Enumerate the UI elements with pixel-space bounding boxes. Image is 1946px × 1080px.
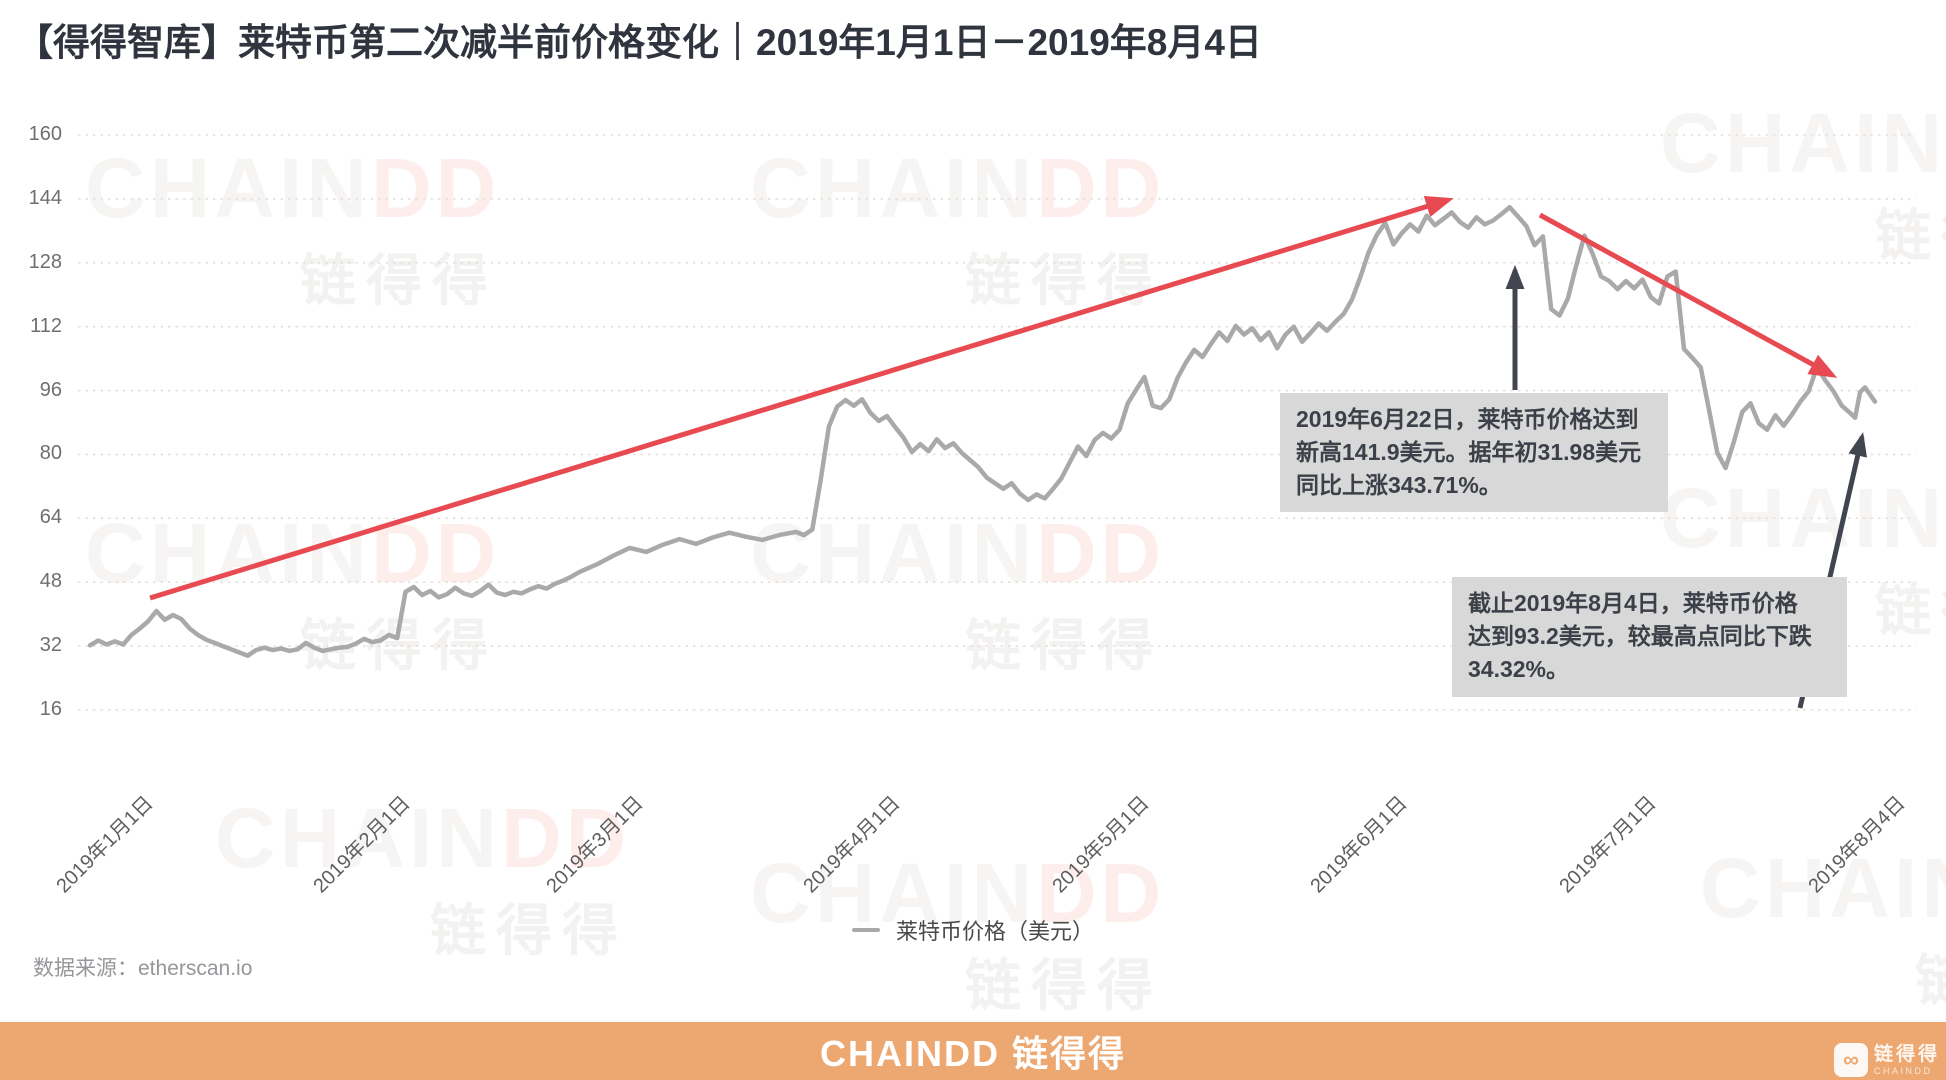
y-tick-160: 160 bbox=[28, 123, 62, 145]
annotation-peak-line-1: 2019年6月22日，莱特币价格达到 bbox=[1296, 406, 1639, 432]
footer-brand: CHAINDD 链得得 bbox=[820, 1033, 1126, 1074]
chain-link-icon: ∞ bbox=[1833, 1043, 1868, 1077]
y-tick-64: 64 bbox=[39, 506, 62, 529]
x-tick-7: 2019年7月1日 bbox=[1555, 792, 1661, 898]
annotation-end-line-1: 截止2019年8月4日，莱特币价格 bbox=[1468, 590, 1798, 616]
annotation-peak-line-2: 新高141.9美元。据年初31.98美元 bbox=[1296, 439, 1642, 465]
legend-line-swatch bbox=[851, 928, 880, 932]
x-tick-8: 2019年8月4日 bbox=[1804, 792, 1910, 898]
y-tick-128: 128 bbox=[28, 250, 62, 273]
footer-logo-cn: 链得得 bbox=[1873, 1043, 1940, 1065]
footer-logo: ∞ 链得得 CHAINDD bbox=[1833, 1043, 1940, 1077]
x-tick-1: 2019年1月1日 bbox=[52, 792, 158, 898]
page-title: 【得得智库】莱特币第二次减半前价格变化｜2019年1月1日－2019年8月4日 bbox=[16, 22, 1262, 63]
legend: 莱特币价格（美元） bbox=[0, 914, 1946, 946]
x-tick-5: 2019年5月1日 bbox=[1048, 792, 1154, 898]
annotation-end-box: 截止2019年8月4日，莱特币价格 达到93.2美元，较最高点同比下跌 34.3… bbox=[1452, 577, 1847, 697]
y-tick-112: 112 bbox=[30, 314, 62, 337]
y-tick-80: 80 bbox=[39, 442, 62, 465]
data-source: 数据来源：etherscan.io bbox=[33, 957, 253, 980]
y-tick-16: 16 bbox=[39, 697, 62, 720]
x-tick-6: 2019年6月1日 bbox=[1306, 792, 1412, 898]
legend-label: 莱特币价格（美元） bbox=[895, 919, 1094, 944]
y-tick-144: 144 bbox=[28, 186, 62, 209]
annotation-end-line-2: 达到93.2美元，较最高点同比下跌 bbox=[1468, 623, 1812, 649]
y-tick-96: 96 bbox=[39, 378, 62, 401]
x-tick-4: 2019年4月1日 bbox=[799, 792, 905, 898]
annotation-peak-line-3: 同比上涨343.71%。 bbox=[1296, 472, 1502, 498]
footer-bar: CHAINDD 链得得 ∞ 链得得 CHAINDD bbox=[0, 1022, 1946, 1080]
annotation-end-line-3: 34.32%。 bbox=[1468, 656, 1570, 682]
footer-logo-en: CHAINDD bbox=[1873, 1065, 1933, 1076]
y-tick-32: 32 bbox=[39, 634, 62, 657]
x-tick-3: 2019年3月1日 bbox=[542, 792, 648, 898]
y-tick-48: 48 bbox=[39, 570, 62, 593]
annotation-peak-box: 2019年6月22日，莱特币价格达到 新高141.9美元。据年初31.98美元 … bbox=[1280, 393, 1668, 512]
x-tick-2: 2019年2月1日 bbox=[309, 792, 415, 898]
